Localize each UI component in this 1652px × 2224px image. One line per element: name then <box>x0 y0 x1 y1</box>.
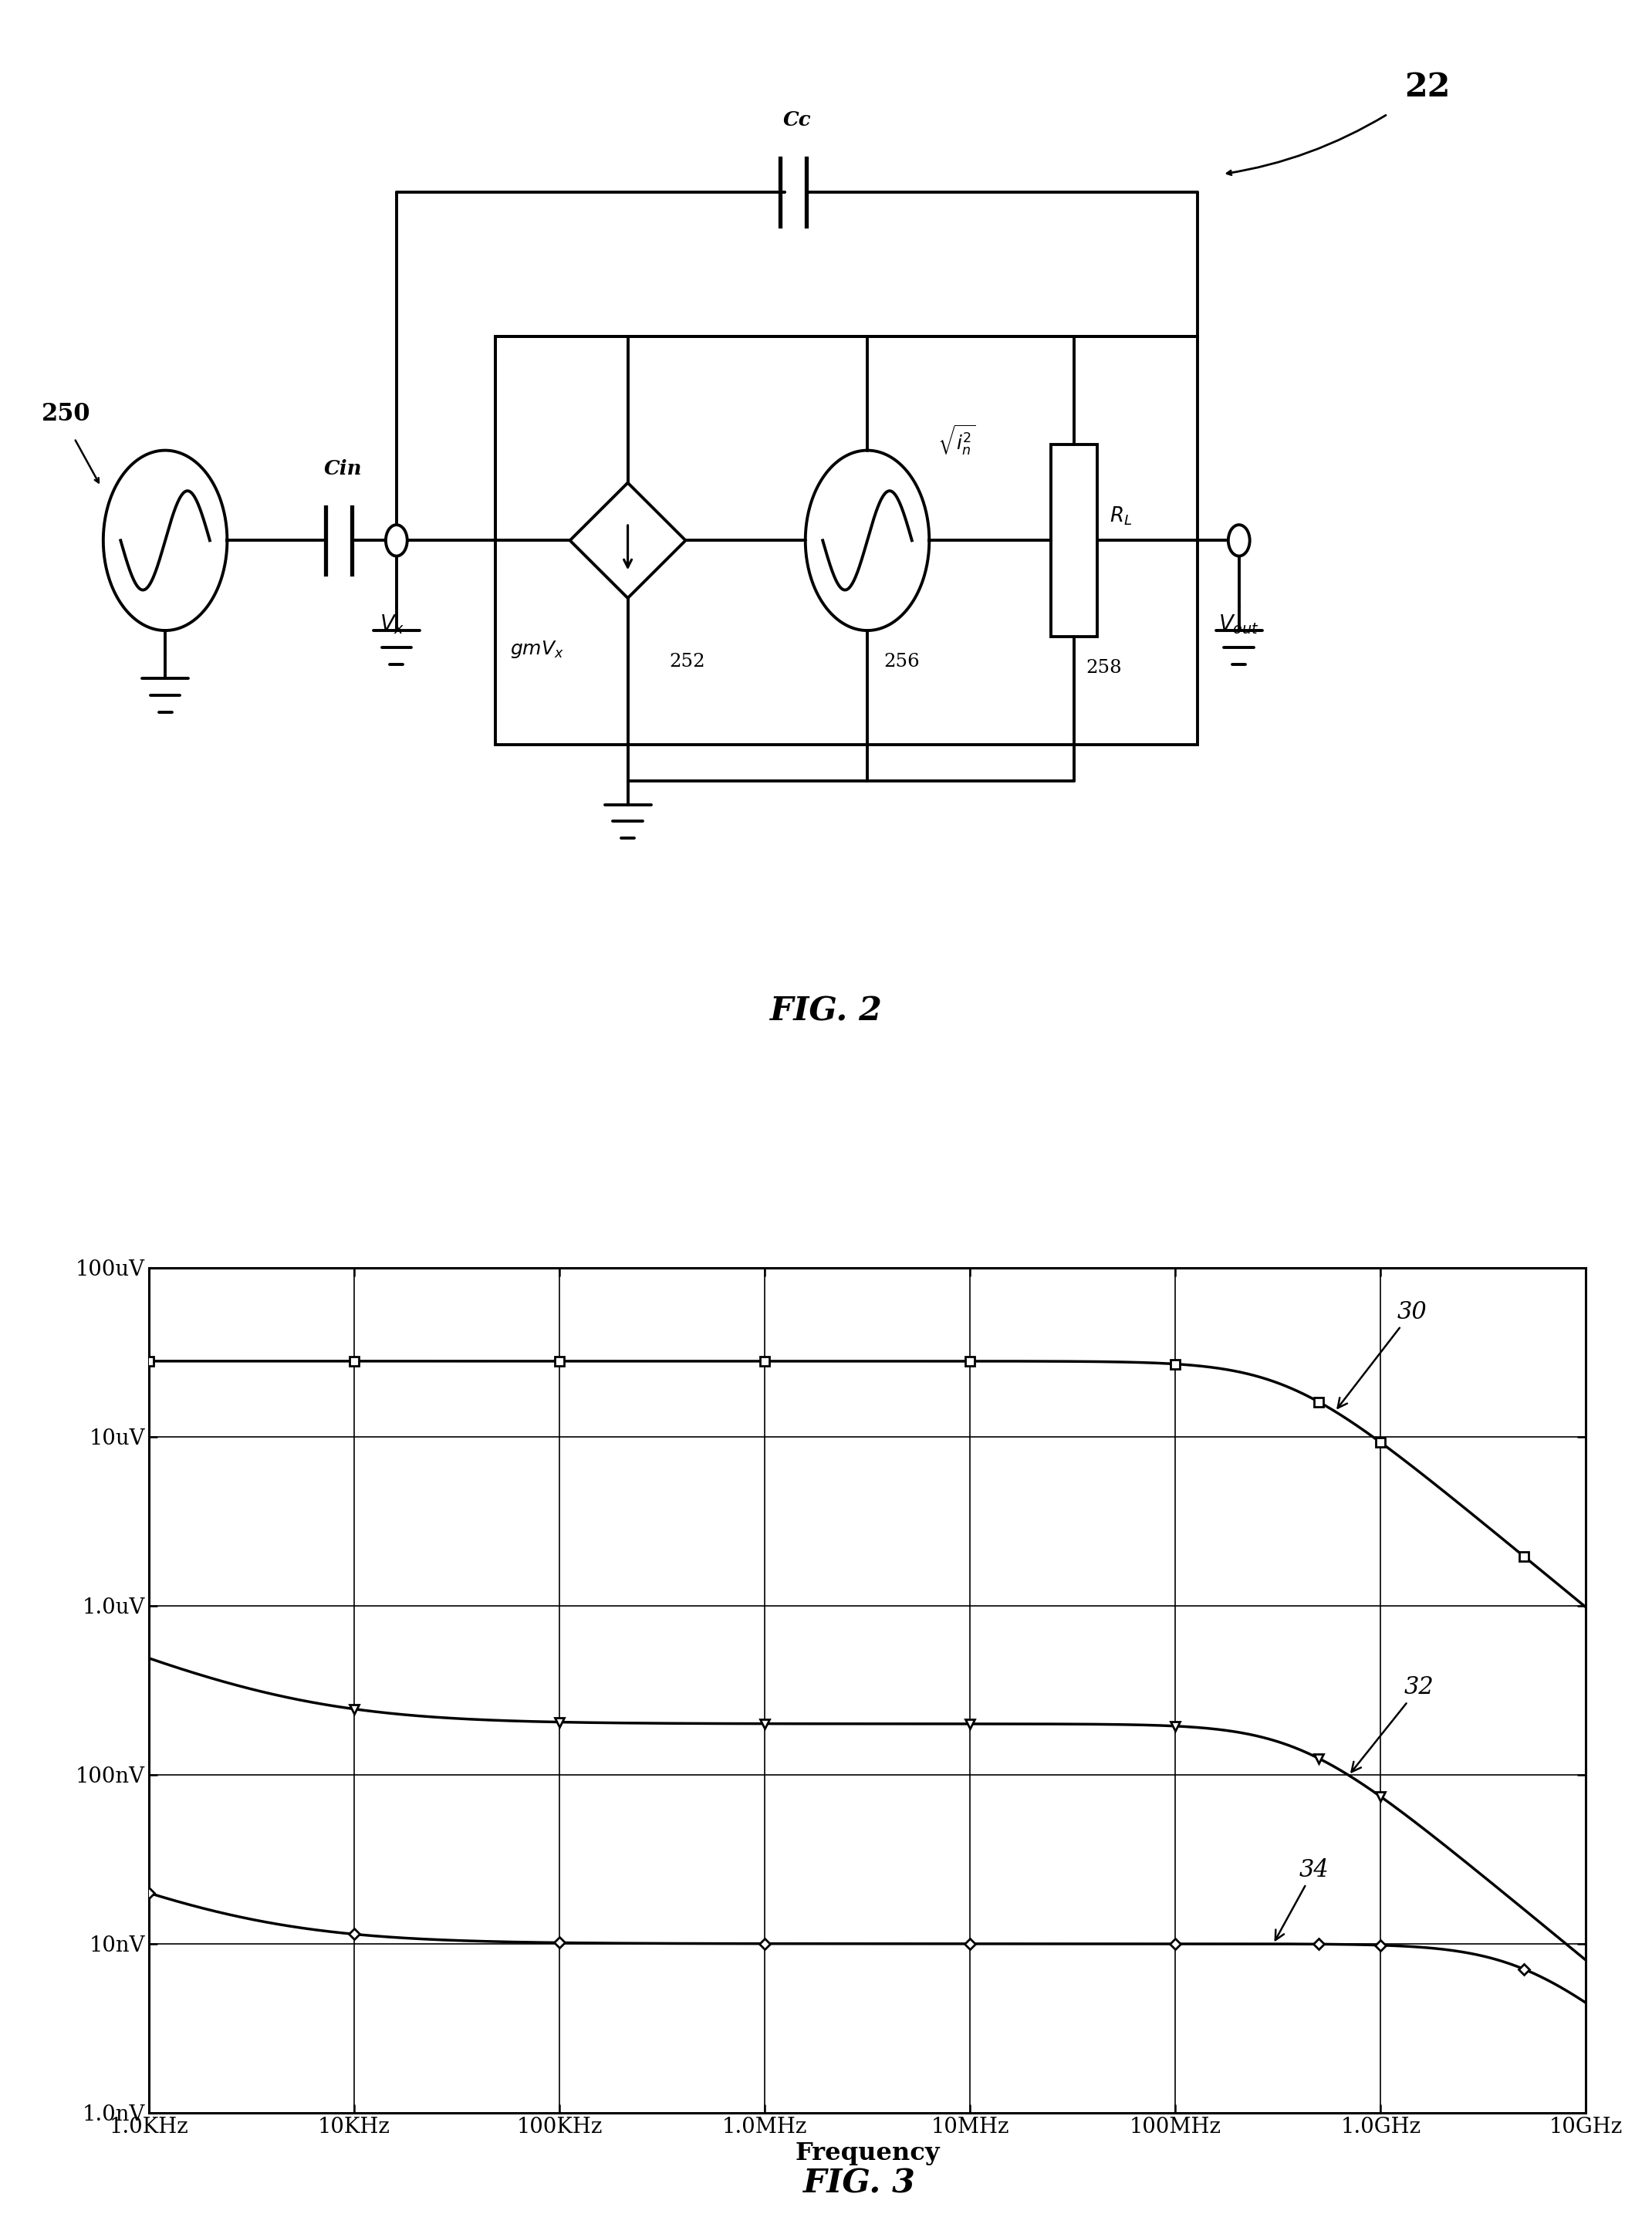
Text: Cin: Cin <box>324 458 362 478</box>
Circle shape <box>387 525 408 556</box>
Circle shape <box>1229 525 1251 556</box>
Text: 32: 32 <box>1351 1675 1434 1773</box>
Text: $\sqrt{i_n^2}$: $\sqrt{i_n^2}$ <box>938 423 976 458</box>
X-axis label: Frequency: Frequency <box>795 2142 940 2166</box>
Text: $gmV_x$: $gmV_x$ <box>510 638 563 661</box>
Text: FIG. 2: FIG. 2 <box>770 996 882 1027</box>
Text: 34: 34 <box>1275 1857 1328 1939</box>
Text: 258: 258 <box>1087 658 1122 676</box>
Text: 30: 30 <box>1338 1301 1427 1408</box>
Text: $R_L$: $R_L$ <box>1110 505 1132 527</box>
Text: $V_{out}$: $V_{out}$ <box>1219 614 1259 636</box>
Text: FIG. 3: FIG. 3 <box>803 2168 915 2200</box>
Text: 256: 256 <box>884 652 920 669</box>
Bar <box>496 336 1198 745</box>
Text: Cc: Cc <box>783 111 811 129</box>
Text: $V_x$: $V_x$ <box>380 614 405 636</box>
Text: 250: 250 <box>41 403 91 425</box>
Bar <box>1051 445 1097 636</box>
Text: 252: 252 <box>669 652 705 669</box>
Text: 22: 22 <box>1404 71 1450 102</box>
